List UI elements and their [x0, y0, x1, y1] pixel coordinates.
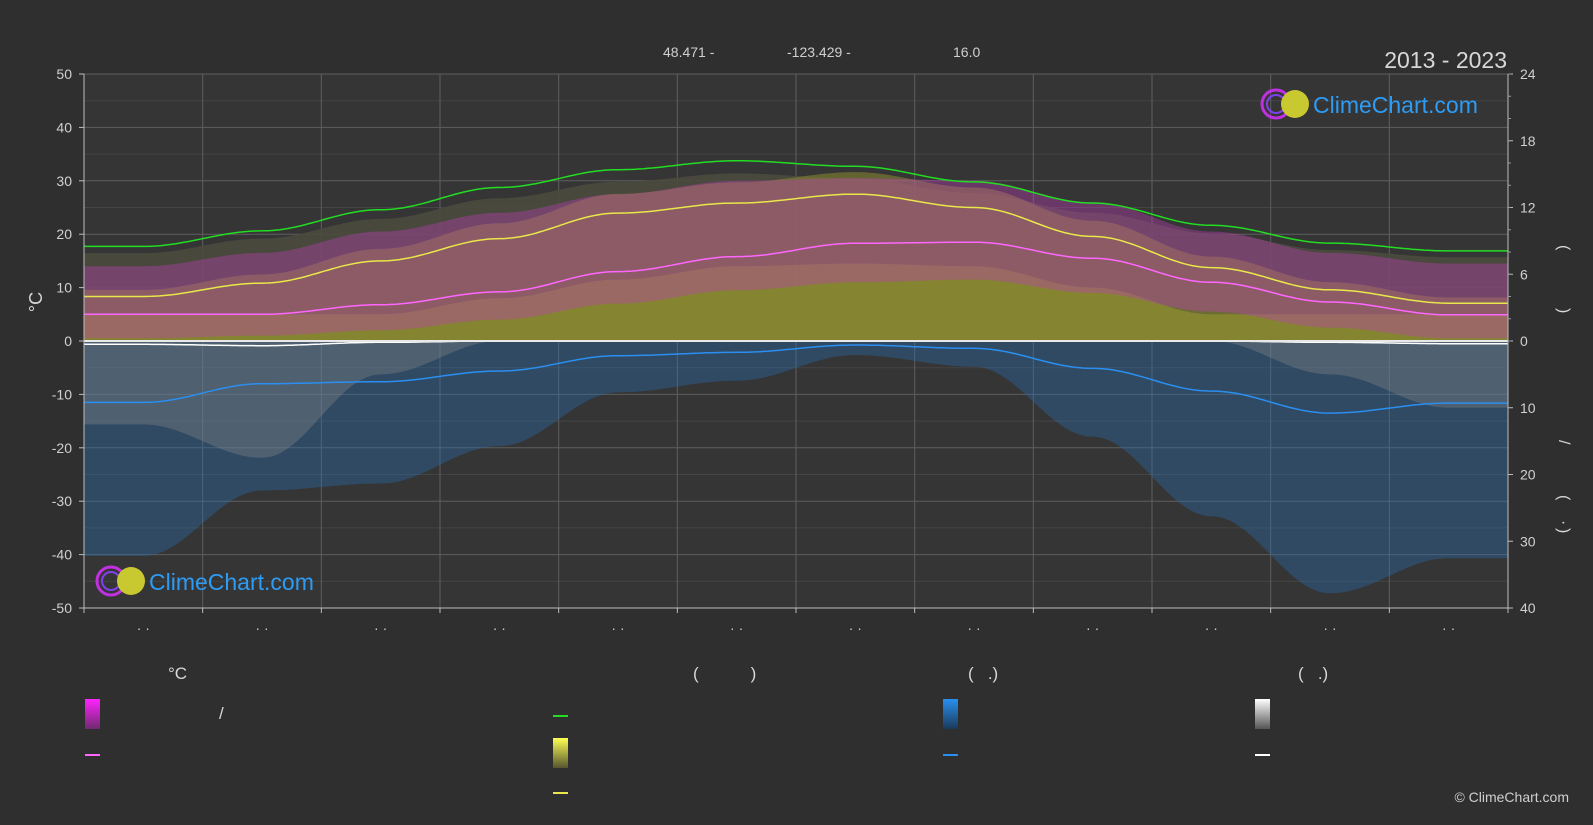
left-tick-label: 40 [56, 119, 72, 135]
legend-daylight-line [553, 715, 568, 717]
chart-header: 48.471 - -123.429 - 16.0 2013 - 2023 [663, 44, 1507, 73]
snowfall-band [84, 341, 1508, 458]
month-label: · · [374, 620, 387, 636]
left-tick-label: 30 [56, 173, 72, 189]
logo-top[interactable]: ClimeChart.com [1260, 88, 1478, 120]
year-range-label: 2013 - 2023 [1384, 47, 1507, 73]
month-label: · · [730, 620, 743, 636]
month-label: · · [255, 620, 268, 636]
left-tick-label: -30 [52, 493, 72, 509]
right-tick-label: 30 [1520, 533, 1536, 549]
left-tick-label: 10 [56, 280, 72, 296]
sunshine-line [84, 193, 1508, 304]
sunshine-core-band [84, 263, 1508, 341]
legend-header-sun: ( ) [693, 664, 757, 683]
month-label: · · [1442, 620, 1455, 636]
mean-temperature-line [84, 241, 1508, 316]
legend-snow-line [1255, 754, 1270, 756]
right-tick-label: 20 [1520, 467, 1536, 483]
elevation-label: 16.0 [953, 44, 980, 60]
legend-sunshine-band-swatch [553, 738, 568, 768]
left-tick-label: -40 [52, 547, 72, 563]
right-tick-label: 40 [1520, 600, 1536, 616]
left-tick-label: 20 [56, 226, 72, 242]
month-label: · · [1323, 620, 1336, 636]
right-tick-label: 10 [1520, 400, 1536, 416]
right-tick-label: 18 [1520, 133, 1536, 149]
left-axis-ticks: 50 40 30 20 10 0 -10 -20 -30 -40 -50 [52, 66, 84, 616]
right-tick-label: 12 [1520, 200, 1536, 216]
legend-header-snow: ( .) [1298, 664, 1329, 683]
right-axis-glyph: / [1555, 440, 1572, 445]
right-axis-glyph: ) [1555, 308, 1572, 313]
right-axis-ticks: 24 18 12 6 0 10 20 30 40 [1508, 66, 1536, 616]
left-tick-label: -50 [52, 600, 72, 616]
right-tick-label: 0 [1520, 333, 1528, 349]
legend-snow-band-swatch [1255, 699, 1270, 729]
legend-sunshine-line [553, 792, 568, 794]
legend-mean-temp-line [85, 754, 100, 756]
month-label: · · [611, 620, 624, 636]
right-axis-label-glyphs: ( ) / ( · ) [1555, 245, 1572, 533]
precipitation-line [84, 344, 1508, 414]
right-axis-glyph: ( [1555, 245, 1572, 251]
logo-sun-icon [117, 567, 145, 595]
left-tick-label: 50 [56, 66, 72, 82]
month-label: · · [1086, 620, 1099, 636]
precipitation-band [84, 341, 1508, 594]
legend-temp-band-swatch [85, 699, 100, 729]
legend-temp-band-label: / [219, 704, 224, 723]
longitude-label: -123.429 - [787, 44, 851, 60]
latitude-label: 48.471 - [663, 44, 715, 60]
right-tick-label: 24 [1520, 66, 1536, 82]
legend-precip-band-swatch [943, 699, 958, 729]
left-tick-label: -10 [52, 386, 72, 402]
right-axis-glyph: ( [1555, 495, 1572, 501]
daylight-line [84, 160, 1508, 252]
right-axis-glyph: ) [1555, 528, 1572, 533]
right-axis-glyph: · [1555, 520, 1572, 525]
logo-sun-icon [1281, 90, 1309, 118]
month-label: · · [1205, 620, 1218, 636]
month-axis-ticks: · · · · · · · · · · · · · · · · · · · · · · · · [83, 608, 1509, 636]
right-tick-label: 6 [1520, 266, 1528, 282]
month-label: · · [493, 620, 506, 636]
legend-precip-line [943, 754, 958, 756]
month-label: · · [967, 620, 980, 636]
month-label: · · [849, 620, 862, 636]
logo-text: ClimeChart.com [1313, 92, 1478, 118]
logo-text: ClimeChart.com [149, 569, 314, 595]
legend-header-temperature: °C [168, 664, 188, 683]
left-tick-label: 0 [64, 333, 72, 349]
left-tick-label: -20 [52, 440, 72, 456]
legend-header-rain: ( .) [968, 664, 999, 683]
left-axis-label: °C [26, 292, 46, 312]
logo-bottom[interactable]: ClimeChart.com [95, 565, 314, 597]
month-label: · · [137, 620, 150, 636]
copyright-text: © ClimeChart.com [1454, 789, 1569, 805]
